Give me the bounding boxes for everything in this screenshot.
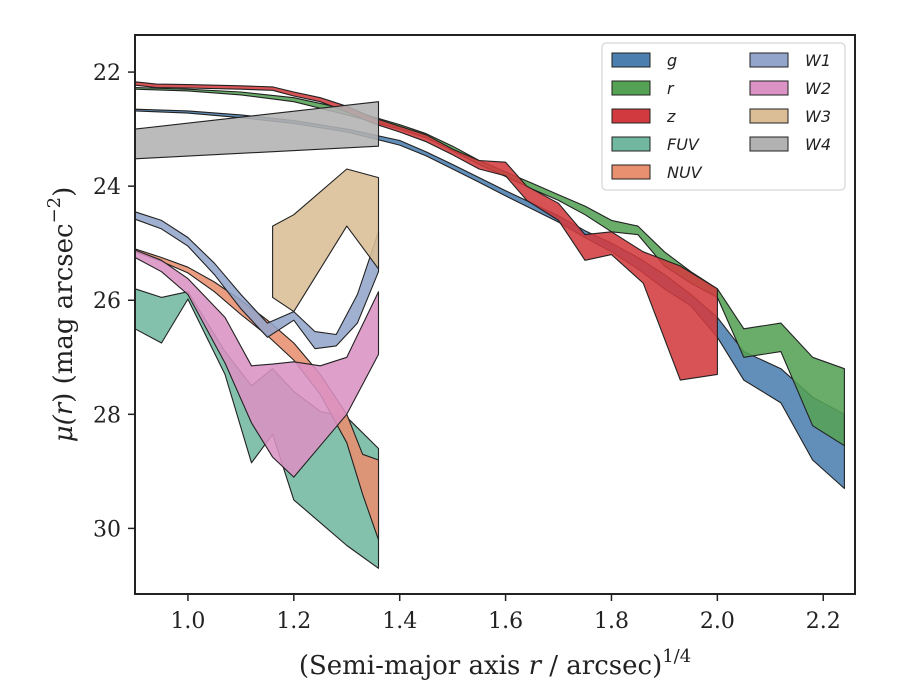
legend-label-z: z bbox=[666, 107, 676, 126]
legend-swatch-nuv bbox=[611, 164, 651, 180]
x-tick-label: 1.2 bbox=[276, 609, 311, 634]
x-tick-label: 1.0 bbox=[170, 609, 205, 634]
y-tick-label: 26 bbox=[93, 289, 121, 314]
legend: grz FUV NUV W1 W2 W3 W4 bbox=[601, 42, 846, 191]
y-tick-label: 24 bbox=[93, 175, 121, 200]
legend-swatch-r bbox=[611, 80, 651, 96]
x-tick-label: 2.2 bbox=[806, 609, 841, 634]
legend-label-w3: W3 bbox=[805, 107, 831, 126]
ticks-layer: 1.0 1.2 1.4 1.6 1.8 2.0 2.2 22 24 26 28 30 bbox=[93, 61, 841, 634]
x-tick-label: 1.4 bbox=[382, 609, 417, 634]
legend-swatch-z bbox=[611, 108, 651, 124]
legend-label-w2: W2 bbox=[805, 79, 831, 98]
legend-frame bbox=[601, 42, 846, 191]
legend-swatch-g bbox=[611, 52, 651, 68]
series-band-g bbox=[134, 108, 845, 490]
x-tick-label: 1.6 bbox=[488, 609, 523, 634]
y-tick-label: 30 bbox=[93, 517, 121, 542]
series-band-w2 bbox=[134, 249, 380, 478]
legend-swatch-w2 bbox=[749, 80, 789, 96]
legend-swatch-fuv bbox=[611, 136, 651, 152]
y-axis-label: μ(r) (mag arcsec−2) bbox=[44, 187, 79, 443]
legend-label-w4: W4 bbox=[805, 135, 831, 154]
x-tick-label: 2.0 bbox=[700, 609, 735, 634]
series-band-w1 bbox=[134, 211, 380, 350]
series-layer bbox=[134, 81, 845, 569]
x-tick-label: 1.8 bbox=[594, 609, 629, 634]
legend-label-r: r bbox=[667, 79, 675, 98]
legend-label-nuv: NUV bbox=[667, 163, 703, 182]
y-tick-label: 28 bbox=[93, 403, 121, 428]
legend-swatch-w1 bbox=[749, 52, 789, 68]
legend-swatch-w4 bbox=[749, 136, 789, 152]
legend-label-g: g bbox=[667, 51, 677, 70]
legend-label-fuv: FUV bbox=[667, 135, 700, 154]
series-band-w3 bbox=[272, 168, 380, 313]
legend-label-w1: W1 bbox=[805, 51, 831, 70]
x-axis-label: (Semi-major axis r / arcsec)1/4 bbox=[299, 646, 691, 681]
plot-frame bbox=[134, 34, 856, 595]
y-tick-label: 22 bbox=[93, 61, 121, 86]
legend-swatch-w3 bbox=[749, 108, 789, 124]
